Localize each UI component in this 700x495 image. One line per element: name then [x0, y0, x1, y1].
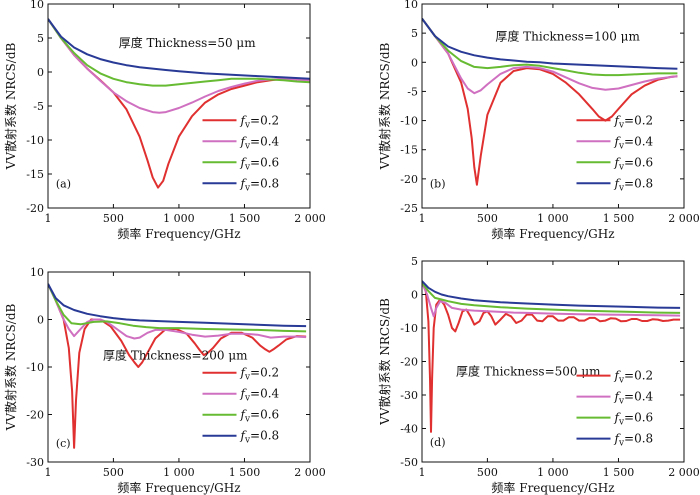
- legend-label-3: fv=0.6: [614, 155, 654, 172]
- thickness-annotation: 厚度 Thickness=50 μm: [119, 35, 256, 50]
- y-tick-label: -5: [33, 100, 44, 113]
- legend-label-4: fv=0.8: [240, 429, 280, 446]
- series-line-1: [422, 282, 681, 433]
- x-tick-label: 2 000: [294, 466, 326, 479]
- x-tick-label: 1 500: [603, 212, 635, 225]
- y-tick-label: -30: [26, 456, 44, 469]
- legend-label-1: fv=0.2: [240, 113, 280, 130]
- y-tick-label: 5: [411, 255, 418, 268]
- y-tick-label: -15: [400, 144, 418, 157]
- y-tick-label: -20: [26, 202, 44, 215]
- thickness-annotation: 厚度 Thickness=500 μm: [456, 364, 601, 379]
- series-line-4: [48, 18, 310, 80]
- x-tick-label: 1: [419, 466, 426, 479]
- y-tick-label: 5: [411, 27, 418, 40]
- x-tick-label: 1 500: [603, 466, 635, 479]
- thickness-annotation: 厚度 Thickness=200 μm: [103, 347, 248, 362]
- series-line-2: [422, 18, 678, 95]
- y-tick-label: -10: [400, 115, 418, 128]
- x-tick-label: 1: [45, 466, 52, 479]
- x-tick-label: 1 500: [229, 466, 261, 479]
- x-tick-label: 1 000: [537, 212, 569, 225]
- legend-label-2: fv=0.4: [240, 134, 280, 151]
- y-axis-label: VV散射系数 NRCS/dB: [3, 43, 18, 171]
- legend-label-1: fv=0.2: [614, 113, 654, 130]
- x-tick-label: 500: [477, 466, 498, 479]
- x-tick-label: 500: [103, 212, 124, 225]
- y-tick-label: 0: [37, 66, 44, 79]
- panel-label: (a): [56, 178, 71, 191]
- y-tick-label: 10: [30, 0, 44, 11]
- series-line-3: [422, 18, 678, 77]
- y-tick-label: -20: [400, 173, 418, 186]
- panel-label: (c): [56, 437, 71, 450]
- y-tick-label: 0: [411, 289, 418, 302]
- x-tick-label: 1 000: [537, 466, 569, 479]
- x-tick-label: 500: [477, 212, 498, 225]
- series-line-2: [422, 282, 681, 318]
- panel-label: (d): [430, 436, 446, 449]
- chart-panel-d: 1 500 1 000 1 500 2 000 -50 -40 -30 -20 -10 0 5 频率 F…: [377, 255, 700, 495]
- legend-label-1: fv=0.2: [614, 369, 654, 386]
- y-tick-label: 0: [37, 314, 44, 327]
- legend-label-1: fv=0.2: [240, 366, 280, 383]
- x-axis-label: 频率 Frequency/GHz: [491, 226, 614, 241]
- y-tick-label: -30: [400, 389, 418, 402]
- x-tick-label: 1 000: [163, 212, 195, 225]
- x-tick-label: 500: [103, 466, 124, 479]
- y-tick-label: -15: [26, 168, 44, 181]
- x-tick-label: 2 000: [668, 466, 700, 479]
- series-line-3: [48, 283, 307, 333]
- y-tick-label: -50: [400, 456, 418, 469]
- series-line-4: [422, 280, 681, 309]
- legend-label-3: fv=0.6: [240, 155, 280, 172]
- x-tick-label: 2 000: [294, 212, 326, 225]
- y-tick-label: -40: [400, 423, 418, 436]
- chart-panel-c: 1 500 1 000 1 500 2 000 -30 -20 -10 0 10 频率 Freque…: [3, 266, 326, 495]
- x-tick-label: 1: [419, 212, 426, 225]
- chart-panel-b: 1 500 1 000 1 500 2 000 -25 -20 -15 -10 -5 0 5 10 频率 …: [377, 0, 700, 241]
- series-line-3: [48, 18, 310, 87]
- y-tick-label: -10: [400, 322, 418, 335]
- legend-label-2: fv=0.4: [614, 390, 654, 407]
- x-tick-label: 2 000: [668, 212, 700, 225]
- x-tick-label: 1 500: [229, 212, 261, 225]
- legend-label-4: fv=0.8: [240, 176, 280, 193]
- series-line-3: [422, 282, 681, 314]
- series-line-4: [48, 283, 307, 328]
- y-tick-label: -20: [400, 356, 418, 369]
- legend-label-3: fv=0.6: [614, 411, 654, 428]
- y-tick-label: -25: [400, 202, 418, 215]
- y-tick-label: 10: [30, 266, 44, 279]
- y-tick-label: -10: [26, 361, 44, 374]
- legend-label-4: fv=0.8: [614, 432, 654, 449]
- x-axis-label: 频率 Frequency/GHz: [491, 480, 614, 495]
- series-line-1: [422, 18, 678, 186]
- x-tick-label: 1: [45, 212, 52, 225]
- legend-label-2: fv=0.4: [614, 134, 654, 151]
- legend-label-3: fv=0.6: [240, 408, 280, 425]
- y-tick-label: 0: [411, 56, 418, 69]
- x-tick-label: 1 000: [163, 466, 195, 479]
- y-axis-label: VV散射系数 NRCS/dB: [3, 304, 18, 432]
- chart-panel-a: 1 500 1 000 1 500 2 000 -20 -15 -10 -5 0 5 10 频率 Fre…: [3, 0, 326, 241]
- y-axis-label: VV散射系数 NRCS/dB: [377, 298, 392, 426]
- panel-label: (b): [430, 178, 446, 191]
- thickness-annotation: 厚度 Thickness=100 μm: [495, 29, 640, 44]
- legend-label-4: fv=0.8: [614, 176, 654, 193]
- y-tick-label: -10: [26, 134, 44, 147]
- x-axis-label: 频率 Frequency/GHz: [117, 226, 240, 241]
- x-axis-label: 频率 Frequency/GHz: [117, 480, 240, 495]
- series-line-4: [422, 18, 678, 70]
- y-tick-label: -20: [26, 409, 44, 422]
- y-axis-label: VV散射系数 NRCS/dB: [377, 43, 392, 171]
- series-line-2: [48, 283, 307, 340]
- y-tick-label: 10: [404, 0, 418, 11]
- y-tick-label: 5: [37, 32, 44, 45]
- legend-label-2: fv=0.4: [240, 387, 280, 404]
- y-tick-label: -5: [407, 85, 418, 98]
